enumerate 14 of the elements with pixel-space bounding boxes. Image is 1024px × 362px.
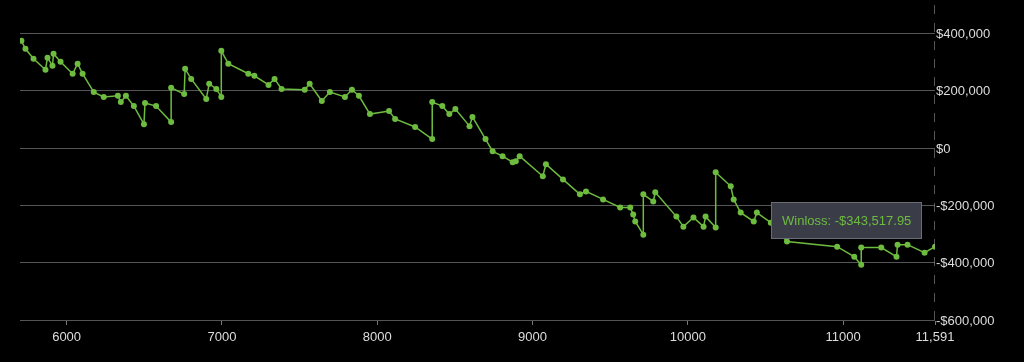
x-tick-label: 9000 bbox=[518, 328, 548, 344]
x-tick-label: 6000 bbox=[52, 328, 82, 344]
y-tick-label: $200,000 bbox=[936, 83, 991, 99]
x-tick-label: 10000 bbox=[669, 328, 706, 344]
y-tick-label: -$400,000 bbox=[936, 255, 995, 271]
y-tick-label: -$600,000 bbox=[936, 312, 995, 328]
y-tick-label: $400,000 bbox=[936, 26, 991, 42]
y-tick-label: -$200,000 bbox=[936, 198, 995, 213]
annotation: Winloss: -$343,517.95 bbox=[782, 213, 912, 228]
x-tick-label: 7000 bbox=[207, 328, 237, 344]
x-tick-label: 11000 bbox=[825, 328, 861, 344]
x-tick-label: 8000 bbox=[362, 328, 392, 344]
x-tick-label: 11,591 bbox=[915, 328, 955, 344]
y-tick-label: $0 bbox=[936, 140, 951, 156]
